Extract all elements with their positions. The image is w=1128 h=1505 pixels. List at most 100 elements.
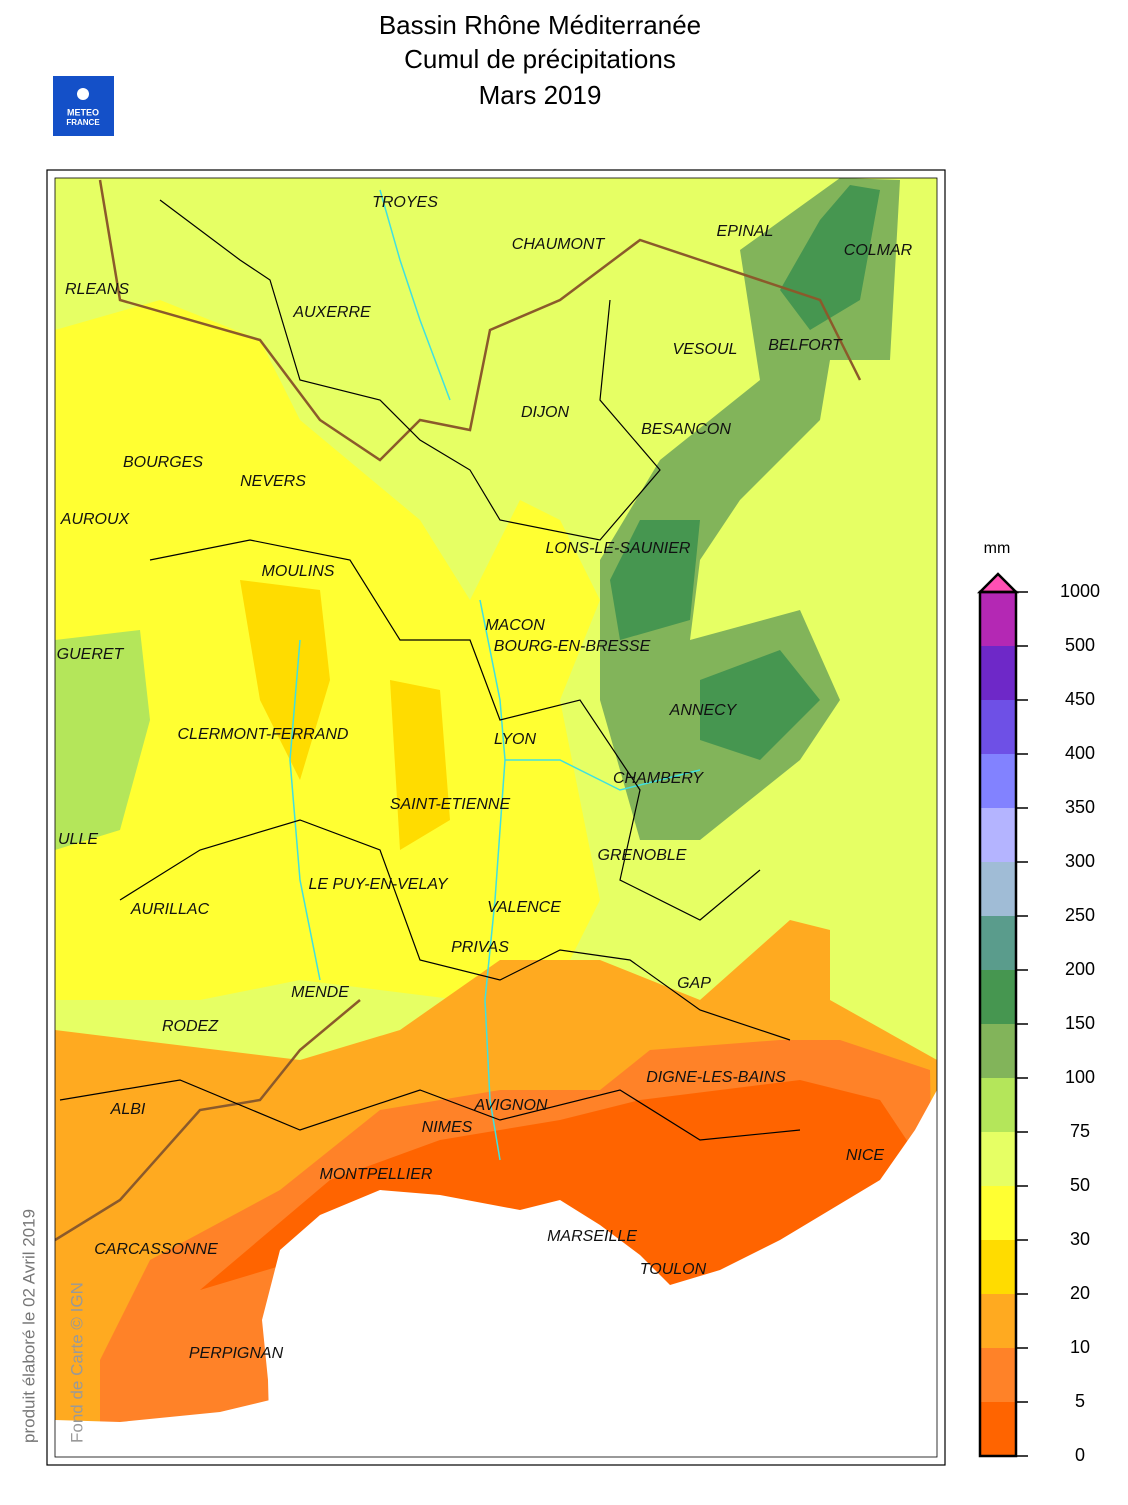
city-label: AVIGNON bbox=[474, 1097, 548, 1114]
legend-band bbox=[980, 1132, 1016, 1186]
city-label: EPINAL bbox=[717, 223, 774, 240]
city-label: MARSEILLE bbox=[547, 1228, 637, 1245]
legend-tick-label: 20 bbox=[1070, 1283, 1090, 1303]
legend-tick-label: 0 bbox=[1075, 1445, 1085, 1465]
legend-band bbox=[980, 862, 1016, 916]
zone bbox=[610, 185, 880, 760]
river bbox=[289, 639, 321, 981]
city-label: RODEZ bbox=[162, 1018, 219, 1035]
legend-unit: mm bbox=[984, 540, 1011, 557]
legend-over bbox=[976, 572, 1020, 594]
legend-band bbox=[980, 646, 1016, 700]
river bbox=[505, 759, 701, 791]
zone bbox=[55, 300, 600, 1000]
city-label: AURILLAC bbox=[130, 901, 210, 918]
city-label: TROYES bbox=[372, 194, 438, 211]
city-label: GRENOBLE bbox=[598, 847, 687, 864]
legend-band bbox=[980, 700, 1016, 754]
border bbox=[159, 199, 661, 541]
city-label: LYON bbox=[494, 731, 537, 748]
legend-band bbox=[980, 1294, 1016, 1348]
legend-tick-label: 30 bbox=[1070, 1229, 1090, 1249]
logo-text: FRANCE bbox=[66, 118, 100, 127]
city-label: VALENCE bbox=[487, 899, 561, 916]
legend-tick-label: 50 bbox=[1070, 1175, 1090, 1195]
city-label: BOURGES bbox=[123, 454, 203, 471]
river bbox=[479, 599, 506, 1161]
legend-tick-label: 100 bbox=[1065, 1067, 1095, 1087]
city-label: CLERMONT-FERRAND bbox=[178, 726, 349, 743]
title-line: Mars 2019 bbox=[479, 80, 602, 110]
city-label: VESOUL bbox=[673, 341, 738, 358]
border bbox=[98, 179, 862, 462]
city-labels: TROYES CHAUMONT EPINAL COLMAR RLEANS AUXERRE V… bbox=[57, 194, 913, 1362]
zone bbox=[600, 178, 900, 840]
legend-tick-label: 10 bbox=[1070, 1337, 1090, 1357]
legend-tick-label: 150 bbox=[1065, 1013, 1095, 1033]
legend-tick-label: 1000 bbox=[1060, 581, 1100, 601]
legend-tick-label: 350 bbox=[1065, 797, 1095, 817]
zone bbox=[200, 1080, 920, 1300]
city-label: NICE bbox=[846, 1147, 885, 1164]
city-label: BESANCON bbox=[641, 421, 731, 438]
logo-text: METEO bbox=[67, 107, 99, 117]
sea bbox=[55, 1090, 937, 1457]
border bbox=[149, 539, 761, 921]
city-label: AUROUX bbox=[60, 511, 131, 528]
city-label: RLEANS bbox=[65, 281, 129, 298]
city-label: NIMES bbox=[422, 1119, 473, 1136]
legend: 0 5 10 20 30 50 75 100 150 200 250 300 350 400 450 500 1… bbox=[976, 572, 1100, 1465]
city-label: BOURG-EN-BRESSE bbox=[494, 638, 651, 655]
legend-band bbox=[980, 592, 1016, 646]
legend-band bbox=[980, 916, 1016, 970]
city-label: TOULON bbox=[640, 1261, 707, 1278]
city-label: LE PUY-EN-VELAY bbox=[308, 876, 448, 893]
city-label: MOULINS bbox=[262, 563, 335, 580]
legend-band bbox=[980, 1186, 1016, 1240]
title-line: Cumul de précipitations bbox=[404, 44, 676, 74]
river bbox=[379, 189, 451, 401]
city-label: CHAUMONT bbox=[512, 236, 606, 253]
city-label: PERPIGNAN bbox=[189, 1345, 284, 1362]
title-line: Bassin Rhône Méditerranée bbox=[379, 10, 701, 40]
city-label: DIJON bbox=[521, 404, 569, 421]
map: TROYES CHAUMONT EPINAL COLMAR RLEANS AUXERRE V… bbox=[55, 178, 937, 1457]
border bbox=[55, 999, 361, 1242]
city-label: LONS-LE-SAUNIER bbox=[546, 540, 691, 557]
map-frame bbox=[46, 169, 946, 1466]
city-label: ANNECY bbox=[669, 702, 738, 719]
legend-band bbox=[980, 1348, 1016, 1402]
city-label: GUERET bbox=[57, 646, 125, 663]
legend-band bbox=[980, 808, 1016, 862]
map-inner-frame bbox=[54, 177, 938, 1458]
legend-tick-label: 5 bbox=[1075, 1391, 1085, 1411]
legend-tick-label: 250 bbox=[1065, 905, 1095, 925]
legend-tick-label: 400 bbox=[1065, 743, 1095, 763]
credit: Fond de Carte © IGN bbox=[67, 1282, 86, 1443]
zone bbox=[240, 580, 450, 850]
city-label: SAINT-ETIENNE bbox=[390, 796, 511, 813]
legend-tick-label: 200 bbox=[1065, 959, 1095, 979]
city-label: MACON bbox=[485, 617, 545, 634]
border bbox=[119, 819, 791, 1041]
legend-band bbox=[980, 1078, 1016, 1132]
legend-band bbox=[980, 1402, 1016, 1456]
city-label: MONTPELLIER bbox=[320, 1166, 433, 1183]
city-label: PRIVAS bbox=[451, 939, 509, 956]
legend-band bbox=[980, 970, 1016, 1024]
logo-icon bbox=[77, 88, 89, 100]
border bbox=[59, 1079, 801, 1141]
credit: produit élaboré le 02 Avril 2019 bbox=[19, 1209, 38, 1443]
city-label: CARCASSONNE bbox=[94, 1241, 218, 1258]
legend-tick-label: 300 bbox=[1065, 851, 1095, 871]
legend-tick-label: 450 bbox=[1065, 689, 1095, 709]
city-label: COLMAR bbox=[844, 242, 913, 259]
legend-band bbox=[980, 1024, 1016, 1078]
rivers bbox=[289, 189, 701, 1161]
city-label: GAP bbox=[677, 975, 711, 992]
legend-band bbox=[980, 754, 1016, 808]
logo: METEO FRANCE bbox=[53, 76, 114, 136]
dept-borders bbox=[59, 199, 801, 1141]
zone bbox=[55, 630, 150, 850]
